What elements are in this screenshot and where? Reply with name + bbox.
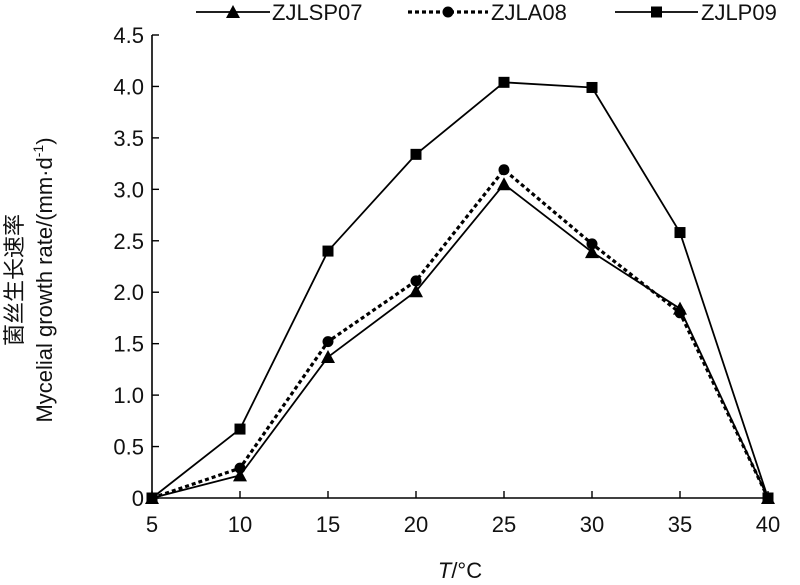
x-tick-label: 40 — [756, 512, 780, 537]
series-layer — [145, 76, 775, 504]
point-zjlp09 — [498, 76, 510, 88]
x-axis-title: T/°C — [438, 558, 482, 583]
y-axis-title: 菌丝生长速率 Mycelial growth rate/(mm·d-1) — [2, 137, 57, 422]
point-zjla08 — [146, 492, 158, 504]
point-zjlp09 — [586, 81, 598, 93]
y-tick-label: 3.0 — [113, 177, 144, 202]
legend-label-zjlp09: ZJLP09 — [701, 0, 777, 25]
y-axis-title-en: Mycelial growth rate/(mm·d-1) — [30, 137, 57, 422]
point-zjla08 — [234, 462, 246, 474]
point-zjla08 — [322, 336, 334, 348]
point-zjlsp07 — [233, 468, 247, 482]
point-zjlsp07 — [409, 284, 423, 298]
point-zjla08 — [762, 492, 774, 504]
series-zjla08 — [146, 164, 774, 504]
x-tick-label: 15 — [316, 512, 340, 537]
x-tick-label: 35 — [668, 512, 692, 537]
y-axis-title-en-sup: -1 — [30, 145, 46, 158]
point-zjla08 — [586, 238, 598, 250]
x-axis-title-unit: /°C — [451, 558, 482, 583]
series-line-zjlsp07 — [151, 183, 769, 499]
y-tick-label: 1.5 — [113, 332, 144, 357]
x-tick-label: 30 — [580, 512, 604, 537]
legend-marker-zjlp09 — [651, 6, 662, 18]
y-axis-title-en-end: ) — [32, 137, 57, 144]
series-zjlp09 — [146, 76, 774, 504]
point-zjlsp07 — [585, 245, 599, 259]
y-axis-title-en-main: Mycelial growth rate/(mm·d — [32, 157, 57, 422]
y-tick-label: 4.5 — [113, 23, 144, 48]
axes: 0 0.5 1.0 1.5 2.0 2.5 3.0 3.5 4.0 4.5 5 10 15 20 25 30 3… — [113, 23, 780, 537]
y-tick-label: 4.0 — [113, 74, 144, 99]
point-zjla08 — [674, 307, 686, 319]
x-axis-title-var: T — [438, 558, 453, 583]
y-tick-label: 0.5 — [113, 435, 144, 460]
series-line-zjlp09 — [151, 81, 769, 499]
legend-label-zjlsp07: ZJLSP07 — [272, 0, 363, 25]
y-tick-label: 2.0 — [113, 280, 144, 305]
series-zjlsp07 — [145, 177, 775, 504]
legend-item-zjlp09: ZJLP09 — [615, 0, 777, 25]
point-zjlp09 — [234, 423, 246, 435]
point-zjlsp07 — [321, 350, 335, 364]
point-zjla08 — [498, 164, 510, 176]
legend-label-zjla08: ZJLA08 — [491, 0, 567, 25]
point-zjla08 — [410, 275, 422, 287]
legend-marker-zjla08 — [442, 6, 454, 18]
y-tick-label: 0 — [132, 486, 144, 511]
series-line-zjla08 — [151, 168, 770, 500]
point-zjlp09 — [322, 245, 334, 257]
y-tick-label: 3.5 — [113, 126, 144, 151]
legend: ZJLSP07 ZJLA08 ZJLP09 — [196, 0, 777, 25]
legend-item-zjlsp07: ZJLSP07 — [196, 0, 363, 25]
x-tick-label: 25 — [492, 512, 516, 537]
legend-marker-zjlsp07 — [226, 5, 240, 18]
point-zjlsp07 — [497, 177, 511, 191]
x-tick-label: 20 — [404, 512, 428, 537]
y-tick-label: 2.5 — [113, 229, 144, 254]
y-axis-title-cn: 菌丝生长速率 — [2, 214, 27, 346]
x-tick-label: 10 — [228, 512, 252, 537]
x-tick-label: 5 — [146, 512, 158, 537]
point-zjlp09 — [674, 227, 686, 239]
legend-item-zjla08: ZJLA08 — [408, 0, 567, 25]
point-zjlp09 — [410, 148, 422, 160]
y-tick-label: 1.0 — [113, 383, 144, 408]
